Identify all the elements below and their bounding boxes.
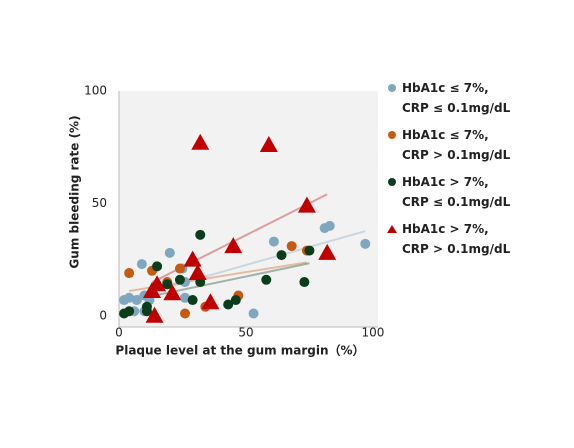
point xyxy=(164,247,175,258)
legend-label: HbA1c > 7%, CRP > 0.1mg/dL xyxy=(402,222,511,256)
point xyxy=(248,308,259,319)
point xyxy=(174,274,185,285)
point xyxy=(174,263,185,274)
legend-marker xyxy=(388,84,396,92)
legend-label: HbA1c ≤ 7%, CRP ≤ 0.1mg/dL xyxy=(402,81,511,115)
point xyxy=(141,306,152,317)
point xyxy=(276,250,287,261)
point xyxy=(324,220,335,231)
y-axis-label: Gum bleeding rate (%) xyxy=(68,115,82,268)
point xyxy=(131,295,142,306)
point xyxy=(152,261,163,272)
triangle-marker xyxy=(201,293,220,310)
y-tick-label: 50 xyxy=(92,196,107,210)
point xyxy=(304,245,315,256)
x-tick-label: 50 xyxy=(238,326,253,340)
point xyxy=(124,306,135,317)
triangle-marker xyxy=(188,264,207,281)
point xyxy=(124,268,135,279)
triangle-marker xyxy=(259,135,278,152)
triangle-marker xyxy=(145,306,164,323)
point xyxy=(299,277,310,288)
legend-label: HbA1c > 7%, CRP ≤ 0.1mg/dL xyxy=(402,175,511,209)
point xyxy=(261,274,272,285)
point xyxy=(223,299,234,310)
x-tick-label: 100 xyxy=(361,326,384,340)
point xyxy=(136,259,147,270)
y-tick-label: 0 xyxy=(99,308,107,322)
point xyxy=(268,236,279,247)
legend-marker xyxy=(387,225,397,233)
legend-marker xyxy=(388,131,396,139)
point xyxy=(360,238,371,249)
triangle-marker xyxy=(318,243,337,260)
plot-area xyxy=(119,91,378,327)
legend-marker xyxy=(388,178,396,186)
triangle-marker xyxy=(183,250,202,267)
triangle-marker xyxy=(163,284,182,301)
point xyxy=(187,295,198,306)
point xyxy=(180,308,191,319)
x-tick-label: 0 xyxy=(115,326,123,340)
legend-label: HbA1c ≤ 7%, CRP > 0.1mg/dL xyxy=(402,128,511,162)
triangle-marker xyxy=(148,275,167,292)
point xyxy=(286,241,297,252)
point xyxy=(180,292,191,303)
point xyxy=(230,295,241,306)
triangle-marker xyxy=(191,133,210,150)
triangle-marker xyxy=(224,237,243,254)
point xyxy=(195,229,206,240)
point xyxy=(124,292,135,303)
y-tick-label: 100 xyxy=(84,84,107,98)
triangle-marker xyxy=(297,196,316,213)
x-axis-label: Plaque level at the gum margin（%） xyxy=(115,343,364,358)
point xyxy=(162,279,173,290)
